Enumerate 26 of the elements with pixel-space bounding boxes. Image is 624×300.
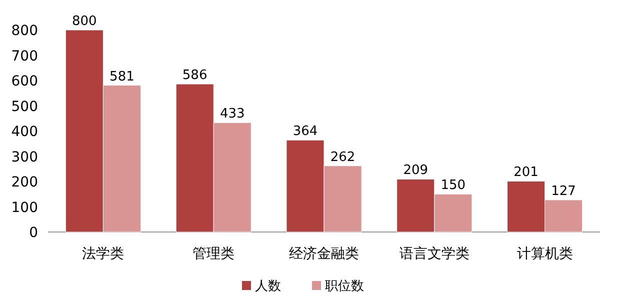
x-tick-label: 语言文学类 [399,246,470,262]
data-label: 209 [403,163,428,178]
legend-label: 职位数 [325,279,364,294]
data-label: 433 [220,106,245,122]
data-label: 581 [110,69,134,84]
y-tick-label: 100 [11,200,38,216]
x-tick-label: 计算机类 [516,246,573,262]
y-tick-label: 500 [11,98,38,115]
y-tick-label: 600 [11,74,38,90]
data-label: 201 [514,165,538,180]
data-label: 364 [292,124,318,140]
y-tick-label: 400 [11,124,38,140]
x-tick-label: 法学类 [82,246,124,262]
x-tick-label: 经济金融类 [289,246,359,262]
y-tick-label: 200 [11,174,38,190]
data-label: 150 [440,178,466,194]
y-tick-label: 0 [29,225,38,241]
y-tick-label: 800 [11,23,38,39]
data-label: 262 [330,150,356,165]
data-label: 800 [72,14,97,29]
data-label: 586 [182,68,208,84]
y-tick-label: 700 [11,48,38,64]
y-tick-label: 300 [11,149,38,166]
x-tick-label: 管理类 [192,246,235,262]
legend-label: 人数 [255,279,281,294]
data-label: 127 [551,184,576,199]
